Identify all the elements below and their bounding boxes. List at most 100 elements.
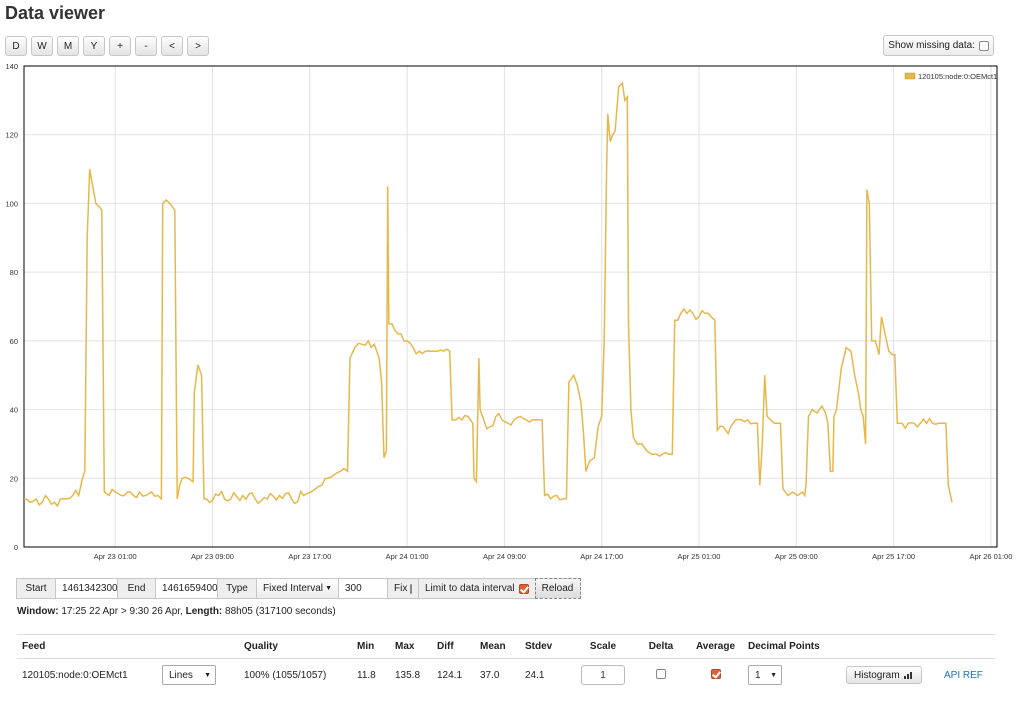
- end-input[interactable]: 1461659400: [155, 578, 218, 599]
- average-checkbox[interactable]: [710, 668, 721, 679]
- chart[interactable]: 0 20 40 60 80 100 120 140 Apr 23 01:00 Apr 23 09…: [0, 60, 1024, 570]
- series-line: [23, 81, 953, 508]
- interval-input[interactable]: 300: [338, 578, 388, 599]
- col-api: [939, 634, 995, 659]
- x-tick-label: Apr 24 01:00: [386, 552, 429, 561]
- y-tick-label: 60: [10, 337, 18, 346]
- pan-right-button[interactable]: >: [187, 36, 209, 56]
- x-axis: Apr 23 01:00 Apr 23 09:00 Apr 23 17:00 Apr …: [94, 552, 1013, 561]
- chart-svg[interactable]: 0 20 40 60 80 100 120 140 Apr 23 01:00 Apr 23 09…: [0, 60, 1024, 570]
- delta-cell: [634, 659, 688, 692]
- x-tick-label: Apr 26 01:00: [969, 552, 1012, 561]
- y-tick-label: 20: [10, 474, 18, 483]
- col-delta: Delta: [634, 634, 688, 659]
- zoom-in-button[interactable]: +: [109, 36, 131, 56]
- type-label: Type: [217, 578, 257, 599]
- limit-checkbox[interactable]: [518, 583, 529, 594]
- window-info: Window: 17:25 22 Apr > 9:30 26 Apr, Leng…: [17, 606, 336, 617]
- histogram-button[interactable]: Histogram: [846, 666, 922, 684]
- col-max: Max: [390, 634, 432, 659]
- legend: 120105:node:0:OEMct1: [904, 72, 997, 81]
- x-tick-label: Apr 24 17:00: [580, 552, 623, 561]
- scale-input[interactable]: 1: [581, 665, 625, 685]
- limit-label: Limit to data interval: [425, 583, 515, 594]
- y-tick-label: 100: [5, 199, 18, 208]
- col-feed: Feed: [17, 634, 157, 659]
- y-tick-label: 140: [5, 62, 18, 71]
- day-button[interactable]: D: [5, 36, 27, 56]
- col-min: Min: [352, 634, 390, 659]
- x-tick-label: Apr 25 01:00: [678, 552, 721, 561]
- limit-toggle[interactable]: Limit to data interval: [418, 578, 536, 599]
- stdev-value: 24.1: [525, 669, 545, 681]
- y-tick-label: 120: [5, 131, 18, 140]
- chevron-down-icon: ▼: [770, 671, 777, 679]
- year-button[interactable]: Y: [83, 36, 105, 56]
- decimal-cell: 1 ▼: [743, 659, 841, 692]
- api-cell: API REF: [939, 659, 995, 692]
- y-tick-label: 80: [10, 268, 18, 277]
- col-average: Average: [688, 634, 743, 659]
- length-label: Length:: [185, 606, 223, 617]
- legend-label: 120105:node:0:OEMct1: [918, 72, 997, 81]
- end-label: End: [117, 578, 156, 599]
- page-title: Data viewer: [5, 3, 106, 23]
- range-toolbar: D W M Y + - < >: [5, 36, 209, 56]
- zoom-out-button[interactable]: -: [135, 36, 157, 56]
- x-tick-label: Apr 25 17:00: [872, 552, 915, 561]
- type-select-value: Fixed Interval: [263, 583, 324, 594]
- max-value: 135.8: [395, 669, 421, 681]
- fix-label: Fix: [394, 583, 408, 594]
- col-mean: Mean: [475, 634, 520, 659]
- start-input[interactable]: 1461342300: [55, 578, 118, 599]
- quality-value: 100% (1055/1057): [244, 669, 327, 681]
- bar-chart-icon: [903, 672, 912, 679]
- col-decimal-points: Decimal Points: [743, 634, 841, 659]
- chevron-down-icon: ▼: [325, 585, 332, 592]
- interval-controls: Start 1461342300 End 1461659400 Type Fix…: [16, 578, 581, 599]
- scale-cell: 1: [572, 659, 634, 692]
- pan-left-button[interactable]: <: [161, 36, 183, 56]
- x-tick-label: Apr 24 09:00: [483, 552, 526, 561]
- table-row: 120105:node:0:OEMct1 Lines ▼ 100% (1055/…: [17, 659, 995, 692]
- window-label: Window:: [17, 606, 59, 617]
- col-mode: [157, 634, 239, 659]
- histogram-label: Histogram: [854, 669, 900, 681]
- api-ref-link[interactable]: API REF: [944, 669, 983, 681]
- x-tick-label: Apr 23 09:00: [191, 552, 234, 561]
- fix-checkbox[interactable]: [410, 583, 413, 594]
- mode-select-value: Lines: [169, 669, 193, 681]
- min-value: 11.8: [357, 669, 376, 681]
- type-select[interactable]: Fixed Interval ▼: [256, 578, 339, 599]
- mode-select[interactable]: Lines ▼: [162, 665, 216, 685]
- show-missing-checkbox[interactable]: [979, 40, 989, 51]
- start-label: Start: [16, 578, 56, 599]
- feeds-table: Feed Quality Min Max Diff Mean Stdev Sca…: [17, 634, 995, 691]
- x-tick-label: Apr 23 01:00: [94, 552, 137, 561]
- show-missing-label: Show missing data:: [888, 40, 975, 51]
- mode-cell: Lines ▼: [157, 659, 239, 692]
- col-stdev: Stdev: [520, 634, 572, 659]
- decimal-points-select[interactable]: 1 ▼: [748, 665, 782, 685]
- x-tick-label: Apr 23 17:00: [288, 552, 331, 561]
- reload-button[interactable]: Reload: [534, 578, 581, 599]
- table-header-row: Feed Quality Min Max Diff Mean Stdev Sca…: [17, 634, 995, 659]
- y-tick-label: 40: [10, 406, 18, 415]
- length-value: 88h05 (317100 seconds): [222, 606, 336, 617]
- fix-toggle[interactable]: Fix: [387, 578, 419, 599]
- col-scale: Scale: [572, 634, 634, 659]
- show-missing-toggle[interactable]: Show missing data:: [883, 35, 994, 56]
- y-tick-label: 0: [14, 543, 18, 552]
- week-button[interactable]: W: [31, 36, 53, 56]
- diff-value: 124.1: [437, 669, 463, 681]
- window-value: 17:25 22 Apr > 9:30 26 Apr,: [58, 606, 186, 617]
- col-diff: Diff: [432, 634, 475, 659]
- grid: [24, 66, 997, 547]
- col-quality: Quality: [239, 634, 352, 659]
- y-axis: 0 20 40 60 80 100 120 140: [5, 62, 18, 552]
- col-histogram: [841, 634, 939, 659]
- histogram-cell: Histogram: [841, 659, 939, 692]
- delta-checkbox[interactable]: [656, 668, 666, 679]
- month-button[interactable]: M: [57, 36, 79, 56]
- x-tick-label: Apr 25 09:00: [775, 552, 818, 561]
